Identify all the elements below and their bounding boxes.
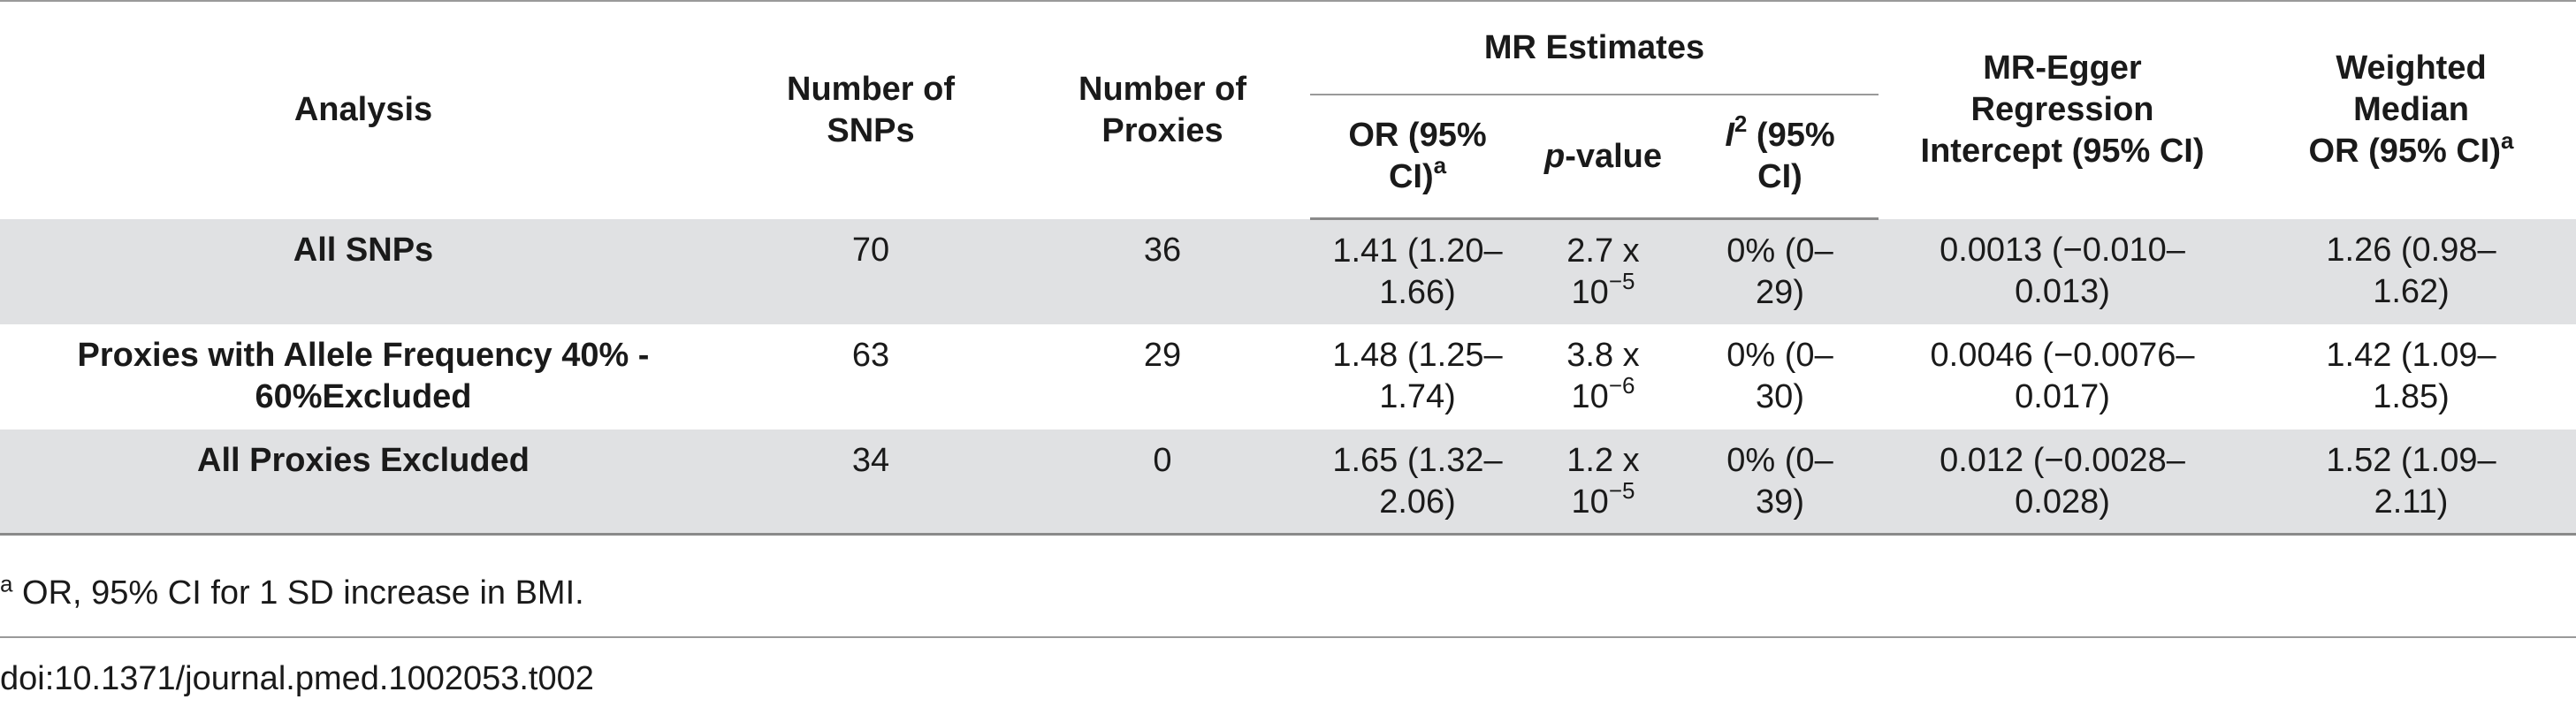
cell-p-value: 1.2 x 10−5 — [1525, 429, 1681, 536]
col-header-weighted-median: Weighted Median OR (95% CI)a — [2246, 0, 2576, 219]
cell-proxies: 29 — [1143, 336, 1182, 374]
col-header-number-of-proxies: Number of Proxies — [1015, 0, 1310, 219]
cell-proxies: 0 — [1015, 429, 1310, 536]
col-header-i2: I2 (95% CI) — [1681, 95, 1879, 220]
cell-p-value: 3.8 x 10−6 — [1566, 336, 1640, 415]
cell-or: 1.65 (1.32– 2.06) — [1310, 429, 1525, 536]
col-header-or: OR (95% CI)a — [1310, 95, 1525, 220]
cell-analysis: All Proxies Excluded — [0, 429, 727, 536]
cell-p-value: 2.7 x 10−5 — [1525, 218, 1681, 324]
cell-snps: 63 — [851, 336, 890, 374]
col-header-p-value: p-value — [1525, 95, 1681, 220]
mr-results-table: Analysis Number of SNPs Number of Proxies … — [0, 0, 2576, 536]
footnote-marker: a — [0, 570, 13, 597]
col-header-analysis: Analysis — [0, 0, 727, 219]
cell-weighted-median: 1.26 (0.98– 1.62) — [2246, 218, 2576, 324]
cell-egger: 0.0046 (−0.0076– 0.017) — [1930, 336, 2195, 415]
cell-analysis: Proxies with Allele Frequency 40% -60%Ex… — [77, 336, 650, 415]
cell-egger: 0.0013 (−0.010– 0.013) — [1879, 218, 2247, 324]
table-row: All SNPs 70 36 1.41 (1.20– 1.66) 2.7 x 10−… — [0, 218, 2576, 324]
cell-i2: 0% (0– 29) — [1681, 218, 1879, 324]
table-row: All Proxies Excluded 34 0 1.65 (1.32– 2.0… — [0, 429, 2576, 536]
cell-weighted-median: 1.52 (1.09– 2.11) — [2246, 429, 2576, 536]
cell-analysis: All SNPs — [0, 218, 727, 324]
footnote-text: OR, 95% CI for 1 SD increase in BMI. — [12, 574, 584, 612]
cell-snps: 70 — [727, 218, 1015, 324]
cell-snps: 34 — [727, 429, 1015, 536]
header-row-group: Analysis Number of SNPs Number of Proxies … — [0, 0, 2576, 219]
col-header-mr-egger: MR-Egger Regression Intercept (95% CI) — [1879, 0, 2247, 219]
col-header-number-of-snps: Number of SNPs — [727, 0, 1015, 219]
cell-i2: 0% (0– 39) — [1681, 429, 1879, 536]
group-header-mr-estimates: MR Estimates — [1310, 0, 1879, 95]
cell-i2: 0% (0– 30) — [1726, 336, 1833, 415]
cell-or: 1.48 (1.25– 1.74) — [1332, 336, 1503, 415]
cell-egger: 0.012 (−0.0028– 0.028) — [1879, 429, 2247, 536]
header-row-sub: OR (95% CI)a p-value I2 (95% CI) — [0, 95, 2576, 220]
table-footnote: a OR, 95% CI for 1 SD increase in BMI. — [0, 570, 2576, 614]
table-row: Proxies with Allele Frequency 40% -60%Ex… — [0, 324, 2576, 430]
cell-or: 1.41 (1.20– 1.66) — [1310, 218, 1525, 324]
footnote-divider — [0, 636, 2576, 638]
cell-proxies: 36 — [1015, 218, 1310, 324]
doi-text[interactable]: doi:10.1371/journal.pmed.1002053.t002 — [0, 660, 594, 697]
cell-weighted-median: 1.42 (1.09– 1.85) — [2326, 336, 2496, 415]
